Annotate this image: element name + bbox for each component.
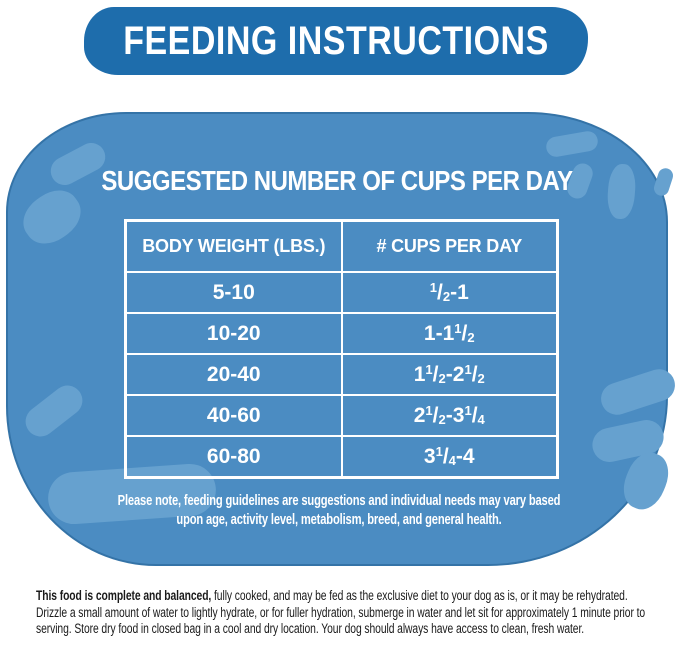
banner-title: FEEDING INSTRUCTIONS — [123, 17, 549, 63]
col-header-body-weight: BODY WEIGHT (LBS.) — [124, 219, 343, 273]
table-row: 10-20 1-11/2 — [124, 312, 559, 355]
banner: FEEDING INSTRUCTIONS — [84, 7, 588, 75]
guidelines-note: Please note, feeding guidelines are sugg… — [117, 493, 561, 528]
table-header-row: BODY WEIGHT (LBS.) # CUPS PER DAY — [124, 219, 559, 273]
panel-title: SUGGESTED NUMBER OF CUPS PER DAY — [101, 166, 573, 198]
footer-body: fully cooked, and may be fed as the excl… — [36, 588, 646, 637]
footer-paragraph: This food is complete and balanced, full… — [36, 588, 648, 638]
cups-cell: 1/2-1 — [340, 271, 559, 314]
table-row: 40-60 21/2-31/4 — [124, 394, 559, 437]
table-row: 20-40 11/2-21/2 — [124, 353, 559, 396]
weight-cell: 5-10 — [124, 271, 343, 314]
cups-cell: 1-11/2 — [340, 312, 559, 355]
footer-lead: This food is complete and balanced, — [36, 588, 212, 603]
cups-cell: 31/4-4 — [340, 435, 559, 479]
cups-cell: 21/2-31/4 — [340, 394, 559, 437]
weight-cell: 20-40 — [124, 353, 343, 396]
feeding-table: BODY WEIGHT (LBS.) # CUPS PER DAY 5-10 1… — [124, 219, 559, 479]
table-row: 5-10 1/2-1 — [124, 271, 559, 314]
info-panel: SUGGESTED NUMBER OF CUPS PER DAY BODY WE… — [6, 112, 679, 566]
table-row: 60-80 31/4-4 — [124, 435, 559, 479]
col-header-cups-per-day: # CUPS PER DAY — [340, 219, 559, 273]
weight-cell: 10-20 — [124, 312, 343, 355]
cups-cell: 11/2-21/2 — [340, 353, 559, 396]
weight-cell: 60-80 — [124, 435, 343, 479]
weight-cell: 40-60 — [124, 394, 343, 437]
